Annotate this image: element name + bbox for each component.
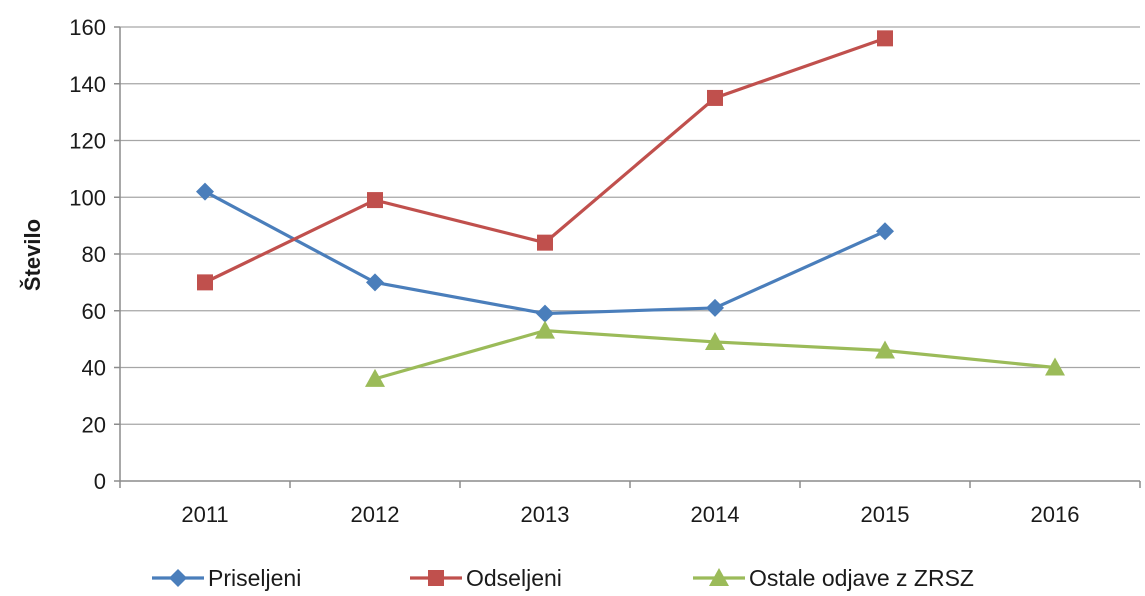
series-2 xyxy=(365,320,1065,387)
y-tick-label: 160 xyxy=(69,15,106,40)
legend-label: Odseljeni xyxy=(466,565,562,591)
data-point-marker xyxy=(367,192,383,209)
y-tick-label: 20 xyxy=(82,412,106,437)
x-tick-label: 2011 xyxy=(181,502,228,527)
data-point-marker xyxy=(537,234,553,251)
data-point-marker xyxy=(535,320,555,339)
data-point-marker xyxy=(705,331,725,350)
y-axis-label: Število xyxy=(20,219,45,291)
axes xyxy=(114,26,1141,488)
data-point-marker xyxy=(707,89,723,106)
legend-label: Priseljeni xyxy=(208,565,301,591)
y-tick-label: 80 xyxy=(82,242,106,267)
series-0 xyxy=(196,182,894,323)
series-line xyxy=(204,190,886,316)
data-point-marker xyxy=(365,368,385,387)
y-tick-label: 0 xyxy=(94,469,106,494)
legend-marker xyxy=(169,569,187,587)
x-tick-label: 2013 xyxy=(521,502,570,527)
x-tick-label: 2012 xyxy=(351,502,400,527)
y-tick-label: 140 xyxy=(69,72,106,97)
series-1 xyxy=(197,30,893,291)
x-tick-label: 2016 xyxy=(1031,502,1080,527)
data-point-marker xyxy=(877,30,893,47)
data-point-marker xyxy=(876,222,894,241)
y-tick-label: 40 xyxy=(82,356,106,381)
gridlines xyxy=(120,26,1140,425)
legend-marker xyxy=(709,568,729,586)
y-tick-label: 100 xyxy=(69,185,106,210)
legend-item: Ostale odjave z ZRSZ xyxy=(693,565,974,591)
x-tick-label: 2015 xyxy=(861,502,910,527)
data-point-marker xyxy=(536,304,554,323)
data-point-marker xyxy=(196,182,214,201)
y-tick-label: 120 xyxy=(69,129,106,154)
legend-label: Ostale odjave z ZRSZ xyxy=(749,565,974,591)
legend: Priseljeni Odseljeni Ostale odjave z ZRSZ xyxy=(152,565,974,591)
data-point-marker xyxy=(197,274,213,291)
legend-item: Priseljeni xyxy=(152,565,301,591)
data-point-marker xyxy=(706,298,724,317)
y-tick-labels: 0 20 40 60 80 100 120 140 160 xyxy=(69,15,106,494)
y-tick-label: 60 xyxy=(82,299,106,324)
data-point-marker xyxy=(875,340,895,359)
data-point-marker xyxy=(366,273,384,292)
data-point-marker xyxy=(1045,357,1065,376)
series-group xyxy=(196,30,1065,387)
x-tick-label: 2014 xyxy=(691,502,740,527)
x-tick-labels: 2011 2012 2013 2014 2015 2016 xyxy=(181,502,1079,527)
legend-marker xyxy=(428,570,444,586)
legend-item: Odseljeni xyxy=(410,565,562,591)
